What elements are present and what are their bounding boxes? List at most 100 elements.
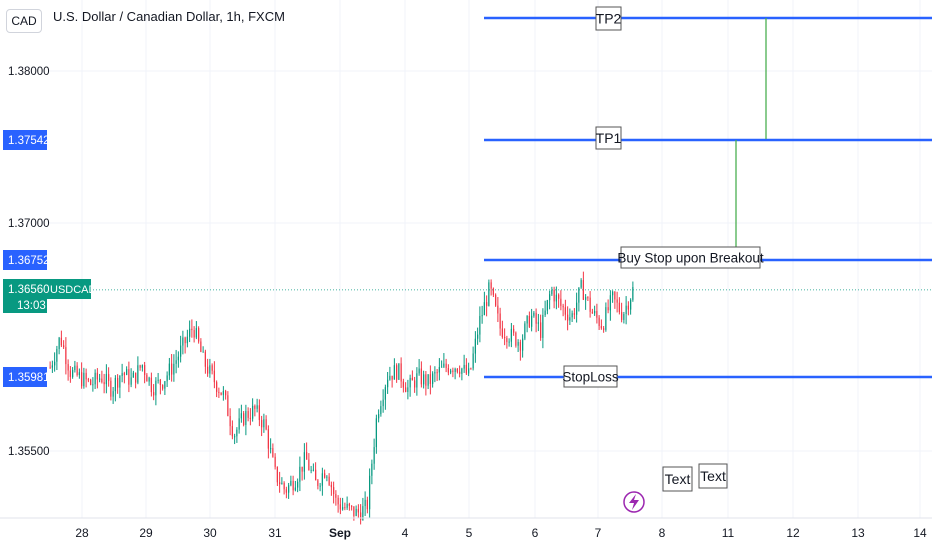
- candle-body: [173, 363, 175, 375]
- candle-body: [375, 418, 377, 448]
- candle-body: [85, 372, 87, 380]
- candle-body: [600, 326, 602, 329]
- candle-body: [186, 336, 188, 344]
- candle-body: [234, 436, 236, 438]
- candle-body: [378, 414, 380, 419]
- tp2-label: TP2: [596, 11, 622, 27]
- candle-body: [436, 372, 438, 374]
- candle-body: [603, 328, 605, 330]
- candle-body: [258, 405, 260, 421]
- text-annotation-box[interactable]: [662, 466, 693, 492]
- candle-body: [164, 381, 166, 389]
- candle-body: [121, 373, 123, 377]
- candle-body: [391, 375, 393, 380]
- candle-body: [497, 305, 499, 314]
- candle-body: [443, 363, 445, 367]
- candle-body: [231, 426, 233, 437]
- text-annotation-box[interactable]: [698, 463, 728, 489]
- candle-body: [99, 378, 101, 380]
- candle-body: [96, 372, 98, 380]
- candle-body: [560, 298, 562, 306]
- entry-label-box[interactable]: [620, 246, 761, 269]
- candle-body: [103, 382, 105, 385]
- time-tick-label: 30: [203, 526, 217, 540]
- price-marker: [3, 250, 47, 270]
- candle-body: [315, 469, 317, 481]
- candle-body: [74, 365, 76, 371]
- candle-body: [589, 297, 591, 312]
- candle-body: [567, 314, 569, 321]
- candle-body: [479, 316, 481, 335]
- candle-body: [256, 405, 258, 409]
- candle-body: [366, 499, 368, 510]
- candle-body: [265, 419, 267, 430]
- candle-body: [526, 315, 528, 324]
- price-marker-label: 1.35981: [8, 372, 50, 384]
- candle-body: [499, 313, 501, 329]
- tp1-label-box[interactable]: [595, 126, 622, 150]
- candle-body: [211, 365, 213, 371]
- price-marker: [3, 130, 47, 150]
- candle-body: [207, 366, 209, 374]
- stoploss-label: StopLoss: [562, 369, 619, 384]
- candle-body: [483, 302, 485, 316]
- candle-body: [528, 315, 530, 327]
- candle-body: [578, 287, 580, 303]
- candle-body: [373, 447, 375, 464]
- candle-body: [369, 475, 371, 510]
- candle-body: [524, 323, 526, 339]
- candle-body: [261, 420, 263, 428]
- candle-body: [78, 372, 80, 375]
- candle-body: [335, 493, 337, 498]
- candle-body: [213, 370, 215, 383]
- candle-body: [612, 291, 614, 296]
- candle-body: [582, 280, 584, 300]
- candle-body: [360, 512, 362, 520]
- candle-body: [621, 312, 623, 320]
- candle-body: [135, 372, 137, 383]
- candle-body: [319, 485, 321, 487]
- candle-body: [162, 384, 164, 389]
- time-tick-label: 31: [268, 526, 282, 540]
- candle-body: [605, 307, 607, 330]
- candle-body: [546, 300, 548, 311]
- candle-body: [87, 379, 89, 381]
- candle-body: [342, 507, 344, 510]
- candle-body: [594, 310, 596, 314]
- time-tick-label: 12: [786, 526, 800, 540]
- candle-body: [198, 328, 200, 342]
- candle-body: [324, 473, 326, 478]
- candle-body: [362, 506, 364, 520]
- tp2-label-box[interactable]: [595, 6, 622, 31]
- candle-body: [317, 480, 319, 486]
- text-annotation: Text: [700, 468, 726, 484]
- candle-body: [553, 289, 555, 302]
- candle-body: [513, 328, 515, 333]
- countdown-label: 13:03: [17, 300, 46, 312]
- candle-body: [540, 322, 542, 338]
- candle-body: [247, 411, 249, 418]
- candle-body: [171, 363, 173, 375]
- currency-badge[interactable]: CAD: [6, 9, 42, 33]
- candle-body: [155, 380, 157, 396]
- candle-body: [139, 365, 141, 368]
- time-tick-label: Sep: [329, 526, 351, 540]
- candle-body: [425, 374, 427, 386]
- candle-body: [292, 480, 294, 491]
- candle-body: [126, 369, 128, 375]
- candle-body: [209, 365, 211, 374]
- candle-body: [72, 370, 74, 377]
- candle-body: [474, 338, 476, 354]
- candle-body: [456, 368, 458, 372]
- candle-body: [481, 315, 483, 317]
- candle-body: [238, 418, 240, 430]
- candle-body: [627, 305, 629, 310]
- candle-body: [411, 377, 413, 381]
- candle-body: [101, 378, 103, 383]
- candle-body: [614, 291, 616, 300]
- candle-body: [54, 361, 56, 366]
- candle-body: [459, 371, 461, 374]
- stoploss-label-box[interactable]: [563, 365, 618, 388]
- candle-body: [587, 297, 589, 299]
